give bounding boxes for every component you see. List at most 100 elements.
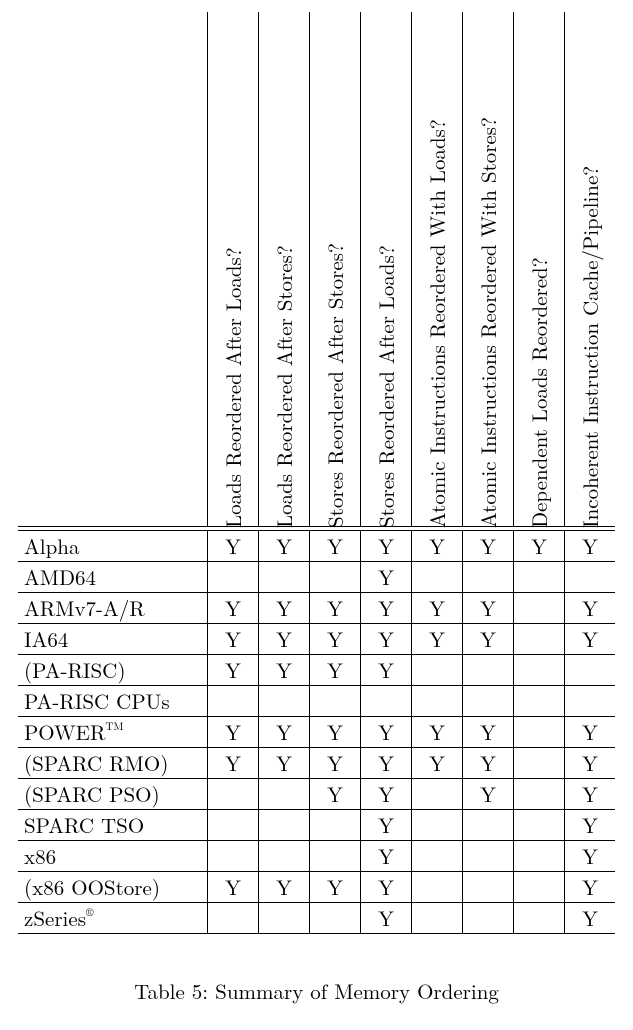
table-cell: Y (259, 624, 310, 655)
table-cell (565, 655, 616, 686)
table-cell (514, 686, 565, 717)
table-cell (514, 717, 565, 748)
table-cell: Y (361, 655, 412, 686)
table-cell: Y (361, 748, 412, 779)
table-cell (514, 841, 565, 872)
table-cell (361, 686, 412, 717)
table-cell (208, 686, 259, 717)
table-cell (514, 810, 565, 841)
header-corner (18, 12, 208, 527)
table-cell: Y (565, 624, 616, 655)
column-header: Loads Reordered After Stores? (259, 12, 310, 527)
table-cell: Y (208, 655, 259, 686)
row-header: POWERTM (18, 717, 208, 748)
table-row: zSeries® Y Y (18, 903, 615, 934)
row-header: (x86 OOStore) (18, 872, 208, 903)
table-row: POWERTMYYYYYYY (18, 717, 615, 748)
table-cell (208, 903, 259, 934)
row-header: PA-RISC CPUs (18, 686, 208, 717)
table-cell (514, 624, 565, 655)
row-header: IA64 (18, 624, 208, 655)
table-row: (PA-RISC)YYYY (18, 655, 615, 686)
table-cell (565, 686, 616, 717)
table-cell: Y (565, 841, 616, 872)
column-header: Stores Reordered After Stores? (310, 12, 361, 527)
table-cell: Y (463, 779, 514, 810)
table-cell (310, 903, 361, 934)
table-cell: Y (259, 531, 310, 562)
column-header: Stores Reordered After Loads? (361, 12, 412, 527)
row-header: Alpha (18, 531, 208, 562)
table-cell: Y (361, 810, 412, 841)
column-header: Dependent Loads Reordered? (514, 12, 565, 527)
table-cell: Y (361, 531, 412, 562)
table-row: SPARC TSO Y Y (18, 810, 615, 841)
row-header: AMD64 (18, 562, 208, 593)
table-cell (412, 872, 463, 903)
table-cell: Y (310, 624, 361, 655)
table-cell (463, 841, 514, 872)
column-header-label: Dependent Loads Reordered? (524, 478, 554, 528)
table-cell (514, 655, 565, 686)
table-cell: Y (361, 593, 412, 624)
column-header-label: Stores Reordered After Stores? (320, 478, 350, 528)
table-body: AlphaYYYYYYYYAMD64YARMv7-A/RYYYYYYYIA64Y… (18, 527, 615, 934)
table-cell (463, 655, 514, 686)
table-cell (208, 841, 259, 872)
table-cell: Y (565, 717, 616, 748)
table-cell: Y (310, 779, 361, 810)
table-row: PA-RISC CPUs (18, 686, 615, 717)
table-cell: Y (361, 872, 412, 903)
table-cell (514, 779, 565, 810)
table-cell (412, 686, 463, 717)
column-header-label: Incoherent Instruction Cache/Pipeline? (575, 478, 605, 528)
table-cell: Y (259, 655, 310, 686)
column-header-label: Loads Reordered After Stores? (269, 478, 299, 528)
table-cell: Y (310, 717, 361, 748)
table-cell (208, 810, 259, 841)
row-header: SPARC TSO (18, 810, 208, 841)
table-cell: Y (565, 810, 616, 841)
table-cell (259, 686, 310, 717)
table-row: IA64YYYYYYY (18, 624, 615, 655)
table-cell: Y (565, 872, 616, 903)
table-cell: Y (310, 655, 361, 686)
table-cell: Y (310, 593, 361, 624)
row-header: x86 (18, 841, 208, 872)
table-cell (514, 872, 565, 903)
table-cell (310, 841, 361, 872)
table-row: x86 Y Y (18, 841, 615, 872)
table-cell (514, 903, 565, 934)
table-cell (463, 903, 514, 934)
table-row: (SPARC RMO)YYYYYYY (18, 748, 615, 779)
column-header-label: Stores Reordered After Loads? (371, 478, 401, 528)
table-cell (463, 686, 514, 717)
table-figure: Loads Reordered After Loads? Loads Reord… (0, 0, 633, 1030)
table-cell (412, 903, 463, 934)
table-cell (208, 562, 259, 593)
table-cell (259, 903, 310, 934)
table-cell: Y (361, 841, 412, 872)
table-cell (412, 655, 463, 686)
table-caption: Table 5: Summary of Memory Ordering (18, 976, 615, 1006)
table-row: AlphaYYYYYYYY (18, 531, 615, 562)
table-cell: Y (565, 531, 616, 562)
table-cell: Y (565, 903, 616, 934)
table-cell (514, 593, 565, 624)
table-cell: Y (310, 872, 361, 903)
table-cell: Y (361, 717, 412, 748)
table-cell (514, 562, 565, 593)
table-cell (463, 872, 514, 903)
table-cell: Y (361, 779, 412, 810)
table-row: (x86 OOStore)YYYYY (18, 872, 615, 903)
column-header-row: Loads Reordered After Loads? Loads Reord… (18, 12, 615, 527)
table-cell: Y (361, 903, 412, 934)
table-cell: Y (310, 748, 361, 779)
table-cell (259, 562, 310, 593)
table-row: AMD64Y (18, 562, 615, 593)
row-header: zSeries® (18, 903, 208, 934)
table-cell: Y (259, 872, 310, 903)
table-cell (565, 562, 616, 593)
row-header: (SPARC PSO) (18, 779, 208, 810)
table-cell: Y (565, 779, 616, 810)
